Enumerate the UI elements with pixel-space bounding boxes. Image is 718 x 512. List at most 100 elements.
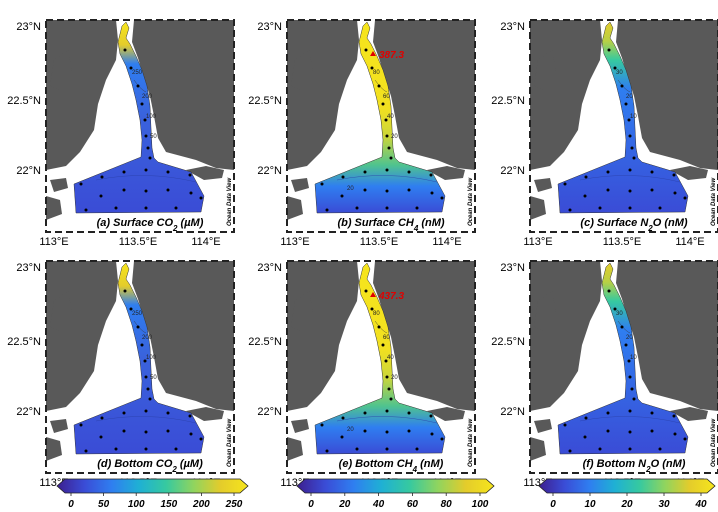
latitude-label: 23°N [500,21,525,33]
land-mass [287,196,303,220]
colorbar-tick-label: 0 [308,499,314,510]
station-marker [363,411,367,415]
land-mass [534,291,556,331]
station-marker [114,447,118,451]
station-marker [144,189,148,193]
land-mass [534,50,556,90]
latitude-label: 22°N [257,406,282,418]
land-mass [670,166,708,180]
land-mass [50,291,72,331]
station-marker [658,206,662,210]
contour-line [617,79,631,93]
map-frame [529,19,718,233]
contour-label: 60 [383,94,390,100]
estuary-outline [314,262,446,455]
contour-label: 20 [347,427,354,433]
station-marker [650,188,654,192]
odv-watermark: Ocean Data View [711,178,717,226]
contour-label: 250 [132,311,143,317]
contour-label: 80 [373,311,380,317]
station-marker [148,397,152,401]
land-mass [132,261,234,411]
station-marker [144,375,148,379]
station-marker [340,435,344,439]
station-marker [650,411,654,415]
station-marker [384,118,388,122]
station-marker [672,414,676,418]
station-marker [407,170,411,174]
land-mass [186,166,224,180]
contour-label: 50 [150,375,157,381]
station-marker [583,435,587,439]
station-marker [166,411,170,415]
land-mass [427,166,465,180]
contour-line [133,79,147,93]
station-marker [146,146,150,150]
station-marker [174,447,178,451]
station-marker [568,208,572,212]
latitude-label: 23°N [16,262,41,274]
map-frame [45,260,235,474]
station-marker [598,206,602,210]
contour-line [95,175,197,183]
station-marker [320,182,324,186]
colorbar-tick-label: 0 [68,499,74,510]
estuary-outline [73,21,205,214]
map-panel-4: 80 60 40 20 20 437.3 Ocean Data View (e) Bottom… [248,260,476,489]
land-mass [373,261,475,411]
colorbars: 0 50 100 150 200 250 0 20 40 60 80 100 0 10 20 30 40 [56,478,716,510]
station-marker [385,134,389,138]
latitude-label: 22.5°N [248,336,282,348]
contour-line [374,320,388,334]
contour-line [336,416,438,424]
contour-line [95,416,197,424]
station-marker [658,447,662,451]
latitude-label: 22°N [500,406,525,418]
colorbar-tick-label: 40 [694,499,707,510]
station-marker [632,156,636,160]
longitude-label: 114°E [191,236,220,248]
station-marker [385,447,389,451]
land-mass [534,419,552,433]
station-marker [385,375,389,379]
station-marker [415,447,419,451]
station-marker [99,435,103,439]
map-panel-0: 250 200 100 50 Ocean Data View (a) Surface CO… [7,19,235,248]
contour-label: 80 [373,70,380,76]
panel-caption: (f) Bottom N2O (nM) [583,458,686,474]
latitude-label: 23°N [500,262,525,274]
station-marker [630,387,634,391]
contour-line [336,175,438,183]
land-mass [291,178,309,192]
station-marker [320,423,324,427]
station-marker [84,449,88,453]
colorbar-body [296,478,495,494]
station-marker [166,170,170,174]
station-marker [144,447,148,451]
station-marker [673,191,677,195]
station-marker [415,206,419,210]
contour-label: 10 [630,355,637,361]
station-marker [325,208,329,212]
colorbar-tick-label: 10 [584,499,596,510]
land-mass [46,437,62,461]
panel-caption: (b) Surface CH4 (nM) [337,217,444,233]
station-marker [114,206,118,210]
station-marker [364,48,368,52]
odv-watermark: Ocean Data View [711,419,717,467]
colorbar-n2o: 0 10 20 30 40 [538,478,716,510]
map-frame [529,260,718,474]
land-mass [50,178,68,192]
station-marker [613,66,617,70]
map-panel-5: 30 20 10 Ocean Data View (f) Bottom N2O (nM)… [491,260,718,489]
latitude-label: 22.5°N [491,95,525,107]
station-marker [122,411,126,415]
station-marker [613,307,617,311]
station-marker [199,437,203,441]
station-marker [140,343,144,347]
station-marker [632,397,636,401]
station-marker [563,182,567,186]
contour-label: 50 [150,134,157,140]
station-marker [144,168,148,172]
land-mass [132,20,234,170]
